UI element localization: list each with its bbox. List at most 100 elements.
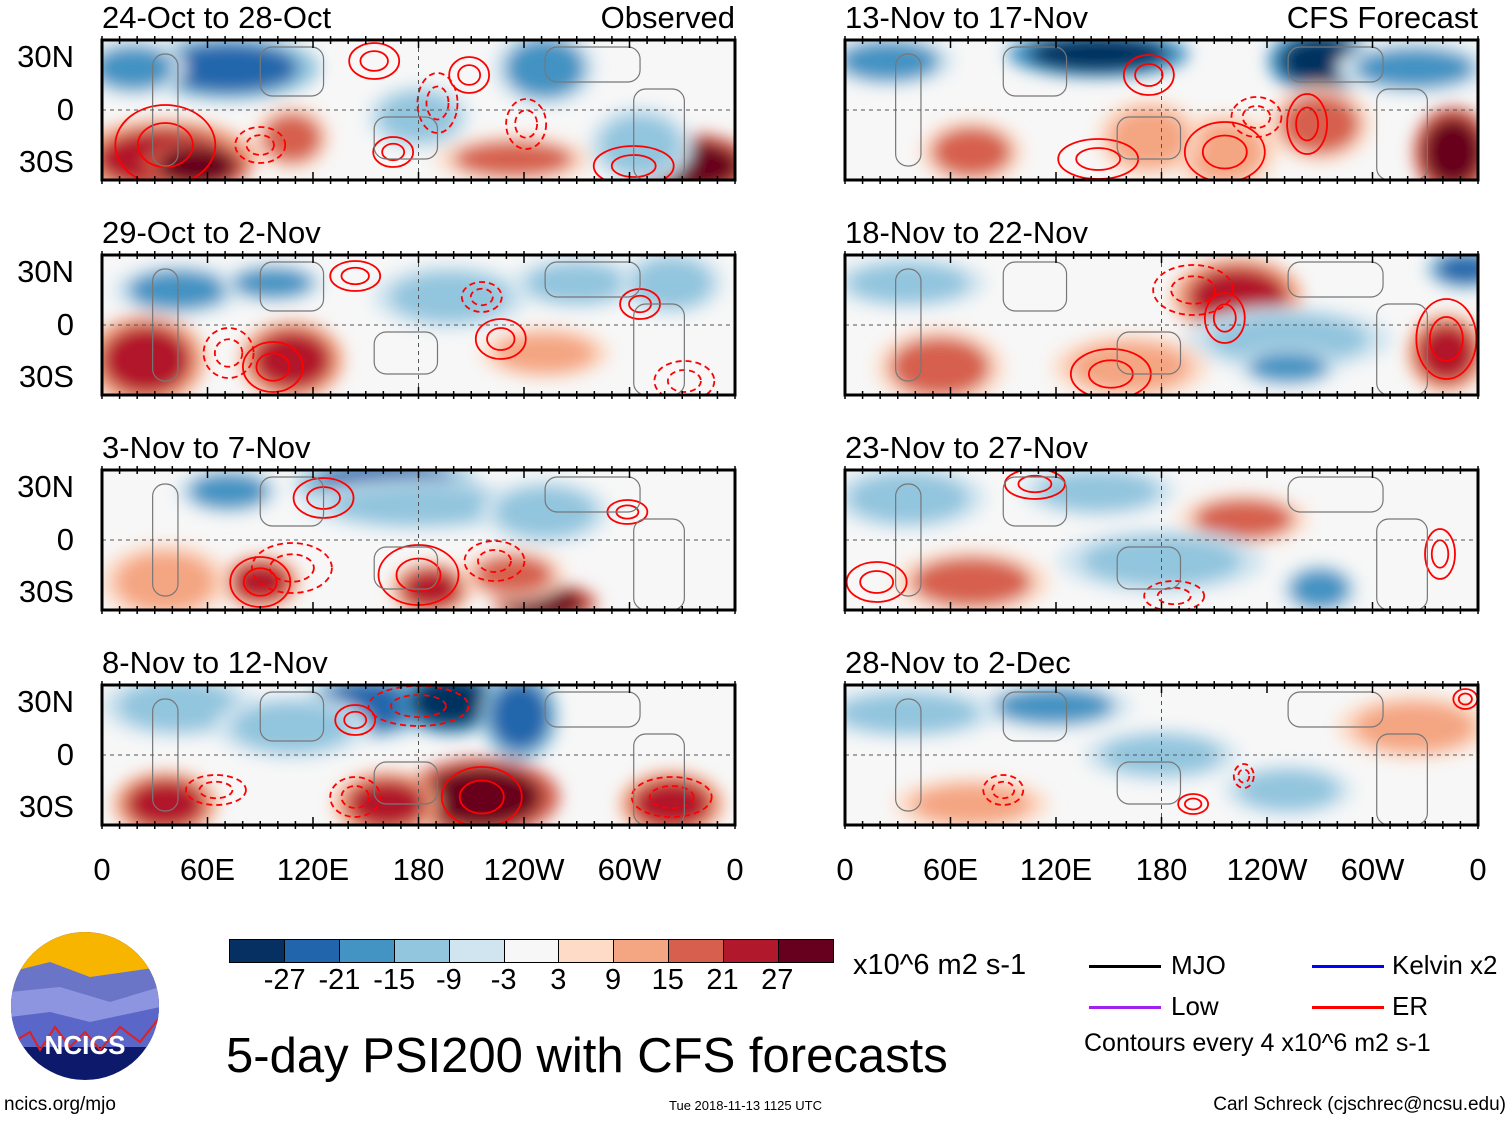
anomaly-shading bbox=[993, 688, 1114, 724]
er-contour-positive bbox=[1286, 93, 1328, 155]
er-contour-negative bbox=[329, 776, 382, 818]
er-contour-positive bbox=[845, 561, 908, 603]
er-contour-positive bbox=[1428, 316, 1464, 362]
latitude-label: 30N bbox=[17, 684, 74, 719]
anomaly-shading bbox=[1354, 702, 1475, 752]
er-contour-positive bbox=[343, 710, 368, 730]
panel-date-range: 23-Nov to 27-Nov bbox=[845, 430, 1088, 465]
latitude-label: 30N bbox=[17, 39, 74, 74]
er-contour-positive bbox=[474, 318, 527, 360]
anomaly-shading bbox=[1289, 569, 1350, 609]
anomaly-shading bbox=[102, 46, 174, 90]
longitude-label: 120W bbox=[483, 852, 565, 887]
er-contour-negative bbox=[460, 281, 503, 313]
longitude-label: 60E bbox=[922, 852, 979, 887]
er-contour-negative bbox=[425, 85, 450, 121]
anomaly-shading bbox=[848, 473, 969, 523]
anomaly-shading bbox=[1208, 314, 1369, 364]
anomaly-shading bbox=[1193, 499, 1294, 539]
panel-source-tag: CFS Forecast bbox=[1286, 0, 1478, 35]
anomaly-shading bbox=[1248, 352, 1329, 382]
longitude-label: 60W bbox=[1340, 852, 1405, 887]
er-contour-positive bbox=[458, 779, 505, 815]
latitude-label: 30N bbox=[17, 469, 74, 504]
er-contour-negative bbox=[505, 98, 548, 150]
anomaly-shading bbox=[158, 43, 299, 93]
anomaly-shading bbox=[188, 473, 269, 509]
colorbar-tick-label: 27 bbox=[761, 964, 794, 996]
map-panel-right-2 bbox=[843, 251, 1480, 399]
anomaly-shading bbox=[911, 557, 1032, 607]
site-link[interactable]: ncics.org/mjo bbox=[4, 1094, 116, 1115]
legend-er-line bbox=[1312, 1006, 1384, 1009]
colorbar-tick-label: -3 bbox=[490, 964, 517, 996]
er-contour-negative bbox=[514, 109, 539, 139]
anomaly-shading bbox=[390, 272, 511, 322]
panel-date-range: 29-Oct to 2-Nov bbox=[102, 215, 321, 250]
anomaly-shading bbox=[495, 487, 596, 537]
anomaly-shading bbox=[1279, 94, 1360, 154]
er-contour-positive bbox=[448, 56, 491, 94]
panel-date-range: 8-Nov to 12-Nov bbox=[102, 645, 328, 680]
coastline bbox=[1287, 261, 1384, 298]
anomaly-shading bbox=[600, 115, 681, 175]
er-contour-negative bbox=[1232, 763, 1255, 789]
coastline bbox=[1287, 691, 1384, 728]
anomaly-shading bbox=[1108, 108, 1189, 168]
er-contour-positive bbox=[1177, 793, 1210, 815]
er-contour-positive bbox=[440, 766, 523, 825]
longitude-label: 180 bbox=[392, 852, 445, 887]
map-panel-left-4 bbox=[100, 681, 737, 829]
er-contour-positive bbox=[329, 260, 382, 292]
er-contour-negative bbox=[1156, 586, 1192, 606]
er-contour-positive bbox=[359, 50, 389, 72]
anomaly-shading bbox=[231, 702, 352, 752]
contour-note: Contours every 4 x10^6 m2 s-1 bbox=[1084, 1029, 1431, 1057]
er-contour-positive bbox=[114, 104, 217, 180]
coastline bbox=[259, 476, 325, 527]
coastline bbox=[544, 46, 641, 83]
er-contour-positive bbox=[1017, 474, 1053, 494]
map-panel-right-3 bbox=[843, 466, 1480, 614]
coastline bbox=[373, 331, 439, 375]
coastline bbox=[1287, 46, 1384, 83]
er-contour-negative bbox=[416, 72, 459, 134]
er-contour-negative bbox=[250, 542, 333, 594]
colorbar-tick-label: 9 bbox=[605, 964, 622, 996]
er-contour-positive bbox=[1415, 298, 1478, 380]
panel-date-range: 24-Oct to 28-Oct bbox=[102, 0, 332, 35]
er-contour-positive bbox=[334, 704, 377, 736]
longitude-label: 0 bbox=[1469, 852, 1487, 887]
anomaly-shading bbox=[1354, 48, 1475, 88]
coastline bbox=[633, 518, 685, 610]
legend-er-label: ER bbox=[1392, 991, 1429, 1021]
anomaly-shading bbox=[453, 141, 574, 177]
er-contour-positive bbox=[1295, 106, 1319, 142]
colorbar-swatch bbox=[724, 940, 780, 962]
er-contour-negative bbox=[340, 785, 370, 809]
map-panel-left-2 bbox=[100, 251, 737, 399]
er-contour-positive bbox=[292, 477, 355, 519]
longitude-label: 60E bbox=[179, 852, 236, 887]
timestamp: Tue 2018-11-13 1125 UTC bbox=[669, 1098, 822, 1113]
latitude-label: 30S bbox=[18, 144, 74, 179]
er-contour-positive bbox=[1134, 63, 1164, 87]
latitude-label: 0 bbox=[56, 737, 74, 772]
anomaly-shading bbox=[1038, 471, 1159, 511]
legend-low-label: Low bbox=[1171, 991, 1219, 1021]
latitude-label: 30S bbox=[18, 789, 74, 824]
colorbar-swatch bbox=[669, 940, 725, 962]
er-contour-negative bbox=[198, 780, 234, 800]
legend-kelvin-label: Kelvin x2 bbox=[1392, 950, 1498, 980]
coastline bbox=[1116, 546, 1182, 590]
anomaly-shading bbox=[232, 268, 313, 298]
map-panel-left-3 bbox=[100, 466, 737, 614]
coastline bbox=[544, 476, 641, 513]
colorbar-swatch bbox=[449, 940, 505, 962]
panel-date-range: 13-Nov to 17-Nov bbox=[845, 0, 1088, 35]
anomaly-shading bbox=[251, 330, 332, 390]
er-contour-negative bbox=[991, 780, 1016, 800]
latitude-label: 30S bbox=[18, 359, 74, 394]
coastline bbox=[1376, 733, 1428, 825]
legend-mjo-label: MJO bbox=[1171, 950, 1226, 980]
